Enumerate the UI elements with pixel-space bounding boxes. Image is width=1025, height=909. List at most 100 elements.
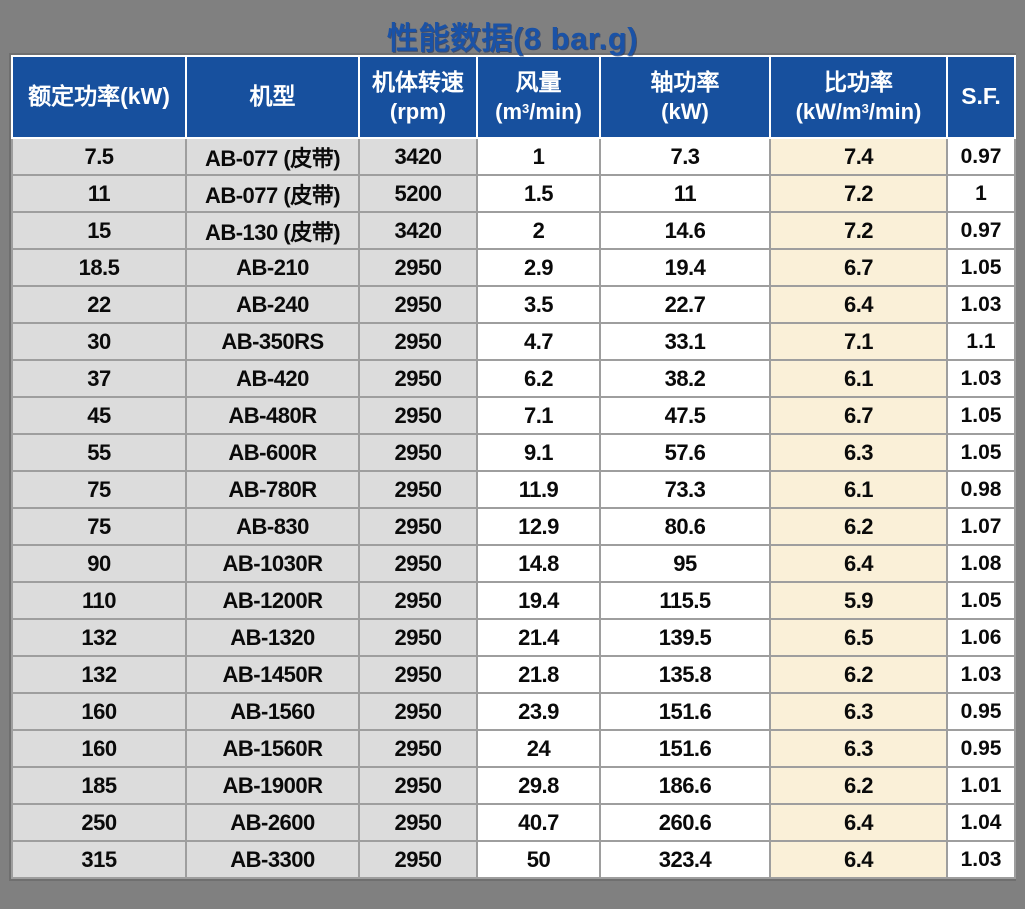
cell-rated-power: 160 [11,729,187,768]
cell-shaft-power: 38.2 [599,359,771,398]
cell-specific-power: 7.2 [769,211,948,250]
performance-table: 额定功率(kW) 机型 机体转速 (rpm) 风量 (m3/min) 轴功率 [11,55,1016,879]
cell-speed: 2950 [358,655,478,694]
cell-service-factor: 1.03 [946,285,1016,324]
cell-rated-power: 132 [11,618,187,657]
cell-speed: 5200 [358,174,478,213]
cell-model: AB-3300 [185,840,360,879]
cell-airflow: 2 [476,211,601,250]
cell-rated-power: 75 [11,470,187,509]
col-header-shaft-power: 轴功率 (kW) [599,55,771,139]
cell-specific-power: 6.1 [769,359,948,398]
cell-service-factor: 1.01 [946,766,1016,805]
cell-shaft-power: 186.6 [599,766,771,805]
cell-speed: 2950 [358,544,478,583]
cell-shaft-power: 57.6 [599,433,771,472]
header-label: 轴功率 [650,68,720,95]
table-row: 160 AB-1560R 2950 24 151.6 6.3 0.95 [11,729,1016,768]
cell-airflow: 3.5 [476,285,601,324]
table-row: 75 AB-830 2950 12.9 80.6 6.2 1.07 [11,507,1016,546]
header-unit: (kW) [661,98,709,124]
cell-speed: 2950 [358,470,478,509]
header-unit: (kW/m3/min) [795,98,922,124]
header-label: 机型 [249,83,296,110]
cell-airflow: 11.9 [476,470,601,509]
cell-shaft-power: 11 [599,174,771,213]
cell-shaft-power: 151.6 [599,729,771,768]
table-row: 18.5 AB-210 2950 2.9 19.4 6.7 1.05 [11,248,1016,287]
cell-speed: 2950 [358,396,478,435]
cell-service-factor: 1.06 [946,618,1016,657]
cell-shaft-power: 7.3 [599,137,771,176]
cell-service-factor: 0.97 [946,211,1016,250]
cell-model: AB-350RS [185,322,360,361]
cell-specific-power: 6.3 [769,692,948,731]
cell-service-factor: 0.97 [946,137,1016,176]
cell-shaft-power: 80.6 [599,507,771,546]
cell-speed: 3420 [358,211,478,250]
cell-model: AB-077 (皮带) [185,137,360,176]
cell-model: AB-780R [185,470,360,509]
cell-airflow: 23.9 [476,692,601,731]
table-row: 250 AB-2600 2950 40.7 260.6 6.4 1.04 [11,803,1016,842]
cell-shaft-power: 260.6 [599,803,771,842]
cell-service-factor: 1.03 [946,655,1016,694]
cell-specific-power: 6.3 [769,729,948,768]
table-row: 132 AB-1320 2950 21.4 139.5 6.5 1.06 [11,618,1016,657]
cell-airflow: 7.1 [476,396,601,435]
cell-rated-power: 75 [11,507,187,546]
col-header-speed: 机体转速 (rpm) [358,55,478,139]
cell-specific-power: 6.2 [769,507,948,546]
cell-speed: 2950 [358,729,478,768]
cell-shaft-power: 323.4 [599,840,771,879]
cell-specific-power: 6.5 [769,618,948,657]
cell-rated-power: 250 [11,803,187,842]
cell-airflow: 14.8 [476,544,601,583]
cell-speed: 2950 [358,840,478,879]
header-label: S.F. [961,83,1001,110]
table-row: 15 AB-130 (皮带) 3420 2 14.6 7.2 0.97 [11,211,1016,250]
cell-service-factor: 1.07 [946,507,1016,546]
table-row: 22 AB-240 2950 3.5 22.7 6.4 1.03 [11,285,1016,324]
header-label: 额定功率(kW) [28,83,170,110]
table-row: 132 AB-1450R 2950 21.8 135.8 6.2 1.03 [11,655,1016,694]
cell-model: AB-1560 [185,692,360,731]
header-label: 风量 [515,68,562,95]
col-header-rated-power: 额定功率(kW) [11,55,187,139]
cell-shaft-power: 14.6 [599,211,771,250]
cell-specific-power: 6.4 [769,285,948,324]
table-row: 315 AB-3300 2950 50 323.4 6.4 1.03 [11,840,1016,879]
cell-rated-power: 315 [11,840,187,879]
performance-table-wrap: 额定功率(kW) 机型 机体转速 (rpm) 风量 (m3/min) 轴功率 [9,53,1016,881]
header-label: 机体转速 [372,68,464,95]
cell-speed: 2950 [358,618,478,657]
cell-speed: 2950 [358,433,478,472]
cell-rated-power: 30 [11,322,187,361]
cell-specific-power: 5.9 [769,581,948,620]
table-row: 45 AB-480R 2950 7.1 47.5 6.7 1.05 [11,396,1016,435]
cell-speed: 2950 [358,507,478,546]
cell-rated-power: 37 [11,359,187,398]
cell-service-factor: 1.05 [946,581,1016,620]
cell-specific-power: 6.2 [769,655,948,694]
cell-model: AB-210 [185,248,360,287]
table-header: 额定功率(kW) 机型 机体转速 (rpm) 风量 (m3/min) 轴功率 [11,55,1016,139]
cell-model: AB-1030R [185,544,360,583]
cell-model: AB-1900R [185,766,360,805]
cell-model: AB-077 (皮带) [185,174,360,213]
cell-rated-power: 22 [11,285,187,324]
cell-specific-power: 6.7 [769,248,948,287]
cell-service-factor: 1.08 [946,544,1016,583]
cell-speed: 2950 [358,581,478,620]
cell-service-factor: 0.95 [946,692,1016,731]
cell-rated-power: 15 [11,211,187,250]
cell-service-factor: 1.03 [946,359,1016,398]
cell-rated-power: 110 [11,581,187,620]
page-title: 性能数据(8 bar.g) [386,21,639,56]
cell-speed: 2950 [358,248,478,287]
cell-rated-power: 45 [11,396,187,435]
cell-shaft-power: 22.7 [599,285,771,324]
cell-airflow: 2.9 [476,248,601,287]
cell-rated-power: 55 [11,433,187,472]
